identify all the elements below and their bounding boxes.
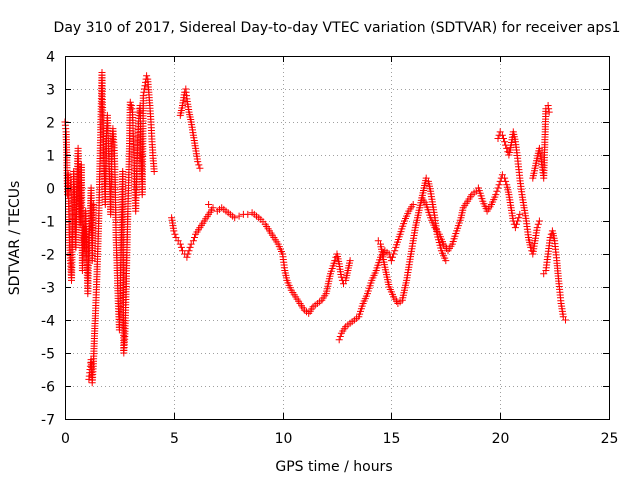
data-point: [139, 92, 147, 100]
data-point: [176, 240, 184, 248]
grid: [65, 56, 609, 419]
plot-frame: [65, 56, 610, 420]
data-point: [390, 250, 398, 258]
y-tick-label: -7: [41, 413, 55, 429]
data-points: [61, 69, 569, 387]
data-point: [126, 98, 134, 106]
data-point: [196, 164, 204, 172]
data-point: [527, 243, 535, 251]
x-tick-label: 20: [492, 431, 510, 447]
data-point: [140, 85, 148, 93]
data-point: [516, 210, 524, 218]
data-point: [502, 177, 510, 185]
data-point: [389, 253, 396, 261]
data-point: [150, 168, 158, 175]
y-tick-label: -3: [41, 281, 55, 297]
data-point: [231, 214, 239, 222]
data-point: [387, 257, 395, 265]
y-tick-label: 0: [46, 182, 55, 198]
data-point: [409, 201, 417, 208]
y-tick-label: -4: [41, 314, 55, 330]
data-point: [177, 243, 185, 251]
data-point: [503, 144, 511, 152]
data-point: [514, 217, 522, 225]
data-point: [513, 220, 520, 228]
x-tick-label: 10: [275, 431, 293, 447]
data-point: [336, 333, 344, 340]
data-point: [546, 234, 554, 241]
data-point: [335, 336, 343, 344]
axis-ticks: 0 5 10 15 20 25 -7 -6 -5 -4 -3 -2 -1 0 1 2 3 4: [41, 50, 618, 448]
data-point: [209, 204, 217, 212]
data-point: [494, 184, 502, 192]
data-point: [89, 201, 97, 208]
y-tick-label: 4: [46, 50, 55, 66]
data-point: [128, 105, 136, 113]
data-point: [535, 217, 543, 225]
data-point: [500, 135, 507, 142]
data-point: [562, 316, 569, 324]
data-point: [493, 187, 501, 195]
data-point: [183, 253, 191, 261]
x-axis-label: GPS time / hours: [275, 459, 392, 475]
data-point: [205, 201, 213, 208]
y-tick-label: 1: [46, 149, 55, 165]
x-tick-label: 15: [383, 431, 401, 447]
data-point: [195, 161, 203, 169]
data-point: [501, 174, 509, 182]
data-point: [331, 257, 339, 265]
data-point: [171, 230, 179, 238]
y-tick-label: -6: [41, 380, 55, 396]
data-point: [235, 212, 243, 220]
data-point: [194, 158, 202, 166]
data-point: [191, 234, 198, 241]
data-point: [391, 247, 399, 255]
data-point: [495, 181, 503, 189]
y-axis-label: SDTVAR / TECUs: [7, 181, 23, 296]
data-point: [189, 237, 197, 245]
y-tick-label: -2: [41, 248, 55, 264]
data-point: [501, 138, 509, 146]
data-point: [170, 227, 178, 235]
data-point: [244, 210, 252, 218]
y-tick-label: -1: [41, 215, 55, 231]
data-point: [442, 257, 450, 265]
data-point: [492, 191, 500, 199]
data-point: [346, 257, 354, 265]
data-point: [545, 105, 553, 113]
x-tick-label: 5: [170, 431, 179, 447]
data-point: [515, 214, 523, 222]
y-tick-label: -5: [41, 347, 55, 363]
y-tick-label: 3: [46, 83, 55, 99]
x-tick-label: 0: [61, 431, 70, 447]
data-point: [337, 273, 345, 281]
x-tick-label: 25: [601, 431, 619, 447]
data-point: [511, 224, 519, 232]
data-point: [186, 243, 194, 251]
data-point: [184, 250, 192, 258]
data-point: [545, 108, 553, 116]
data-point: [533, 224, 541, 232]
data-point: [534, 220, 542, 228]
data-point: [143, 72, 151, 80]
y-tick-label: 2: [46, 116, 55, 132]
data-point: [185, 247, 193, 255]
data-point: [498, 131, 506, 139]
chart-title: Day 310 of 2017, Sidereal Day-to-day VTE…: [54, 20, 621, 36]
